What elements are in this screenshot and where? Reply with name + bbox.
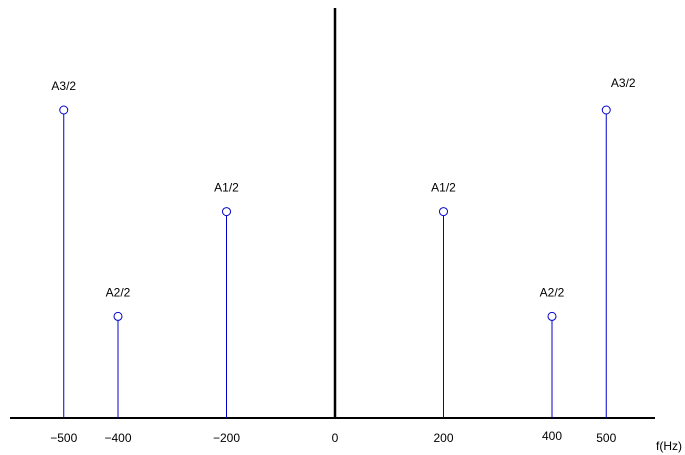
x-axis-label: f(Hz) bbox=[656, 439, 682, 453]
x-tick-label: −500 bbox=[50, 431, 77, 445]
stem-label: A3/2 bbox=[611, 76, 636, 90]
x-tick-label: 400 bbox=[542, 429, 562, 443]
x-tick-label: −200 bbox=[213, 431, 240, 445]
stem-marker bbox=[601, 105, 611, 115]
x-tick-label: −400 bbox=[104, 431, 131, 445]
stem-label: A3/2 bbox=[51, 79, 76, 93]
stem-marker bbox=[59, 105, 69, 115]
stem-marker bbox=[222, 207, 231, 217]
stem-label: A1/2 bbox=[431, 181, 456, 195]
x-tick-label: 200 bbox=[433, 431, 453, 445]
stem-label: A2/2 bbox=[106, 285, 131, 299]
stem-label: A2/2 bbox=[540, 285, 565, 299]
stem-marker bbox=[547, 311, 557, 321]
x-tick-label: 0 bbox=[332, 431, 339, 445]
stem-marker bbox=[439, 207, 448, 217]
stem-marker bbox=[113, 311, 123, 321]
stem-label: A1/2 bbox=[214, 181, 239, 195]
x-tick-label: 500 bbox=[596, 431, 616, 445]
stem-series: A3/2 A2/2 A1/2 A1/2 A2/2 A3/2 bbox=[51, 76, 636, 418]
x-tick-labels: −500 −400 −200 0 200 400 500 bbox=[50, 429, 616, 445]
